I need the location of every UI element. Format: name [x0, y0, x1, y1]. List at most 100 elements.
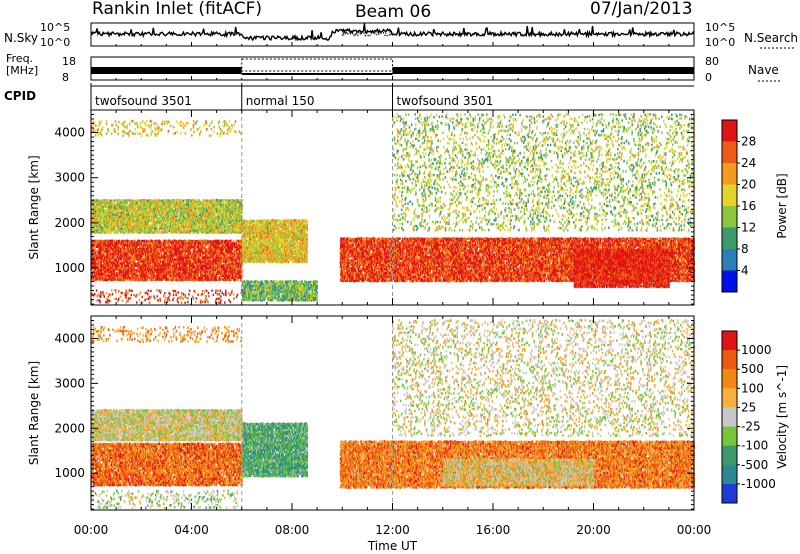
echo-cell	[187, 268, 189, 271]
echo-cell	[130, 272, 133, 275]
echo-cell	[131, 240, 134, 243]
echo-cell	[163, 260, 165, 263]
echo-cell	[110, 268, 113, 271]
echo-cell	[176, 258, 178, 261]
echo-cell	[202, 248, 204, 251]
echo-cell	[170, 241, 172, 244]
echo-cell	[166, 247, 168, 251]
echo-cell	[175, 264, 178, 267]
echo-cell	[145, 246, 147, 249]
echo-cell	[167, 276, 169, 279]
echo-cell	[199, 266, 202, 269]
echo-cell	[103, 278, 106, 281]
echo-cell	[202, 279, 204, 282]
echo-cell	[182, 278, 185, 282]
echo-cell	[133, 263, 135, 267]
echo-cell	[209, 272, 212, 275]
echo-cell	[148, 241, 151, 245]
echo-cell	[119, 249, 121, 253]
echo-cell	[135, 278, 138, 281]
echo-cell	[200, 248, 203, 251]
echo-cell	[100, 268, 102, 271]
echo-cell	[159, 258, 161, 261]
echo-cell	[137, 256, 140, 259]
echo-cell	[192, 276, 195, 280]
echo-cell	[122, 242, 124, 245]
echo-cell	[182, 266, 185, 269]
echo-cell	[111, 261, 113, 265]
echo-cell	[119, 261, 121, 265]
echo-cell	[126, 264, 128, 268]
echo-cell	[205, 256, 207, 259]
echo-cell	[99, 268, 101, 271]
echo-cell	[101, 240, 104, 243]
echo-cell	[161, 268, 163, 272]
echo-cell	[167, 256, 170, 259]
echo-cell	[171, 266, 173, 269]
echo-cell	[164, 250, 166, 253]
echo-cell	[182, 270, 185, 273]
echo-cell	[144, 276, 146, 279]
echo-cell	[190, 274, 192, 277]
echo-cell	[159, 255, 161, 259]
echo-cell	[306, 250, 308, 253]
echo-cell	[136, 274, 138, 277]
echo-cell	[185, 245, 187, 249]
echo-cell	[129, 260, 132, 263]
echo-cell	[116, 274, 118, 277]
echo-cell	[170, 266, 172, 269]
echo-cell	[144, 244, 146, 247]
echo-cell	[92, 276, 94, 279]
echo-cell	[99, 272, 101, 276]
echo-cell	[153, 256, 155, 259]
echo-cell	[190, 278, 193, 281]
echo-cell	[162, 262, 165, 266]
echo-cell	[153, 268, 155, 272]
echo-cell	[108, 259, 110, 263]
echo-cell	[108, 256, 110, 259]
echo-cell	[202, 245, 204, 249]
echo-cell	[249, 250, 252, 253]
echo-cell	[102, 268, 104, 271]
echo-cell	[146, 276, 149, 280]
echo-cell	[191, 263, 194, 267]
echo-cell	[156, 262, 159, 265]
echo-cell	[105, 268, 107, 271]
echo-cell	[199, 251, 202, 255]
echo-cell	[137, 247, 140, 251]
echo-cell	[147, 254, 149, 257]
echo-cell	[181, 254, 184, 257]
echo-cell	[119, 253, 122, 257]
echo-cell	[91, 276, 93, 279]
echo-cell	[163, 254, 166, 257]
echo-cell	[91, 242, 93, 245]
echo-cell	[162, 262, 164, 265]
echo-cell	[113, 243, 116, 247]
echo-cell	[95, 278, 97, 281]
echo-cell	[159, 274, 161, 278]
echo-cell	[162, 272, 164, 276]
echo-cell	[115, 268, 117, 271]
echo-cell	[126, 278, 128, 281]
echo-cell	[138, 254, 140, 257]
echo-cell	[132, 278, 134, 281]
echo-cell	[172, 249, 174, 253]
echo-cell	[173, 268, 176, 272]
echo-cell	[170, 250, 172, 253]
echo-cell	[155, 252, 158, 255]
echo-cell	[130, 253, 133, 257]
echo-cell	[180, 253, 183, 257]
echo-cell	[152, 246, 154, 249]
echo-cell	[167, 258, 169, 261]
echo-cell	[305, 232, 307, 235]
echo-cell	[110, 274, 112, 278]
echo-cell	[91, 274, 93, 278]
echo-cell	[91, 264, 93, 267]
echo-cell	[135, 249, 138, 253]
echo-cell	[192, 270, 195, 273]
echo-cell	[100, 239, 102, 243]
echo-cell	[154, 270, 156, 273]
echo-cell	[203, 260, 205, 263]
echo-cell	[182, 274, 185, 278]
echo-cell	[129, 254, 131, 257]
